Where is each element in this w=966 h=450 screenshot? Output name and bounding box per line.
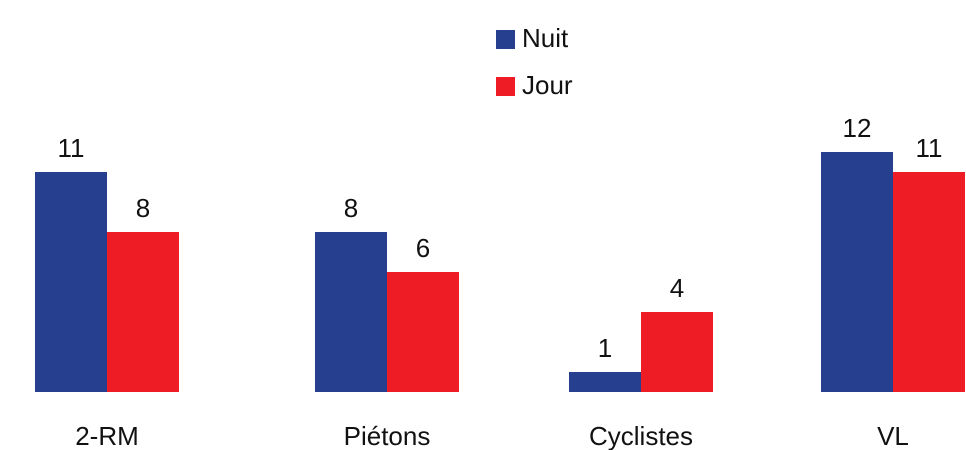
legend-swatch bbox=[496, 30, 515, 49]
data-label: 8 bbox=[136, 193, 150, 223]
bar bbox=[315, 232, 387, 392]
bar bbox=[821, 152, 893, 392]
data-label: 12 bbox=[843, 113, 872, 143]
bar bbox=[35, 172, 107, 392]
legend-label: Nuit bbox=[522, 23, 569, 53]
x-tick-label: 2-RM bbox=[75, 421, 139, 450]
bar bbox=[107, 232, 179, 392]
data-label: 8 bbox=[344, 193, 358, 223]
x-tick-label: VL bbox=[877, 421, 909, 450]
bar bbox=[387, 272, 459, 392]
data-label: 11 bbox=[58, 133, 85, 163]
bar bbox=[893, 172, 965, 392]
bar bbox=[569, 372, 641, 392]
data-label: 4 bbox=[670, 273, 684, 303]
x-tick-label: Cyclistes bbox=[589, 421, 693, 450]
legend-swatch bbox=[496, 77, 515, 96]
x-tick-label: Piétons bbox=[344, 421, 431, 450]
data-label: 6 bbox=[416, 233, 430, 263]
legend-label: Jour bbox=[522, 70, 573, 100]
data-label: 11 bbox=[916, 133, 943, 163]
data-label: 1 bbox=[598, 333, 612, 363]
bar bbox=[641, 312, 713, 392]
